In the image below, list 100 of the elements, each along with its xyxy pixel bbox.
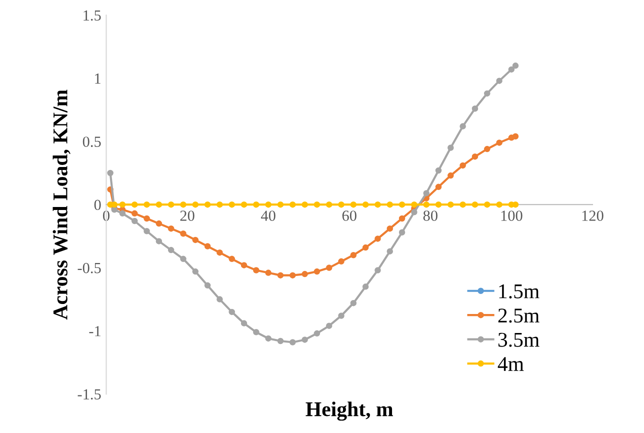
y-tick-label: 1.5 [84, 10, 101, 21]
point [290, 339, 296, 346]
point [277, 338, 284, 344]
x-tick-label: 20 [180, 210, 194, 221]
legend-label: 3.5m [498, 332, 540, 347]
point [496, 201, 502, 208]
x-tick-label: 0 [103, 210, 110, 221]
point [180, 201, 186, 208]
point [472, 153, 478, 160]
point [386, 248, 394, 254]
point [448, 172, 454, 179]
point [216, 296, 223, 302]
y-tick-label: -0.5 [78, 262, 101, 274]
point [435, 184, 442, 190]
point [253, 267, 260, 274]
point [111, 201, 118, 208]
point [386, 225, 394, 232]
x-axis-title: Height, m [306, 402, 393, 421]
y-axis-title: Across Wind Load, KN/m [52, 90, 70, 320]
point [484, 146, 490, 152]
point [362, 284, 369, 290]
point [277, 201, 284, 208]
point [374, 201, 381, 208]
y-tick-label: 1 [95, 74, 100, 84]
point [265, 335, 272, 342]
legend-label: 1.5m [499, 284, 540, 298]
point [228, 308, 235, 316]
point [374, 236, 381, 242]
point [326, 264, 332, 271]
x-tick-label: 60 [342, 210, 356, 221]
point [374, 267, 381, 274]
point [156, 201, 162, 208]
point [144, 201, 150, 208]
point [411, 201, 418, 208]
point [512, 133, 519, 140]
x-tick-label: 40 [260, 210, 276, 221]
point [398, 229, 406, 236]
point [156, 238, 162, 244]
point [398, 201, 406, 208]
point [386, 201, 394, 208]
point [180, 256, 186, 262]
point [240, 320, 248, 326]
point [156, 220, 162, 227]
point [107, 170, 114, 176]
point [435, 201, 442, 208]
point [411, 209, 418, 216]
point [460, 201, 466, 208]
point [484, 201, 490, 208]
point [290, 272, 296, 278]
point [350, 300, 357, 306]
x-tick-label: 100 [501, 210, 522, 221]
point [168, 201, 174, 208]
legend-label: 4m [498, 357, 524, 371]
point [326, 322, 332, 329]
point [144, 228, 150, 234]
point [512, 62, 519, 69]
point [265, 270, 272, 276]
point [228, 201, 235, 208]
point [460, 123, 466, 130]
point [472, 201, 478, 208]
y-tick-label: -1.5 [78, 389, 101, 400]
point [216, 249, 223, 256]
point [460, 162, 466, 169]
point [204, 282, 211, 289]
point [362, 244, 369, 251]
point [192, 236, 199, 244]
point [448, 201, 454, 208]
point [314, 268, 320, 275]
point [484, 90, 490, 97]
point [216, 201, 223, 208]
point [423, 201, 430, 208]
point [302, 201, 308, 208]
point [496, 140, 502, 146]
point [240, 262, 248, 268]
point [192, 201, 199, 208]
point [180, 230, 186, 237]
point [448, 144, 454, 151]
point [423, 190, 430, 196]
point [496, 78, 502, 84]
point [472, 105, 478, 112]
point [435, 167, 442, 174]
point [119, 210, 126, 217]
point [265, 201, 272, 208]
point [338, 312, 344, 319]
point [204, 243, 211, 250]
point [302, 270, 308, 278]
y-tick-label: -1 [89, 326, 100, 336]
x-tick-label: 80 [423, 210, 438, 221]
point [168, 246, 174, 254]
point [144, 215, 150, 222]
point [508, 66, 515, 73]
point [362, 201, 369, 208]
point [131, 201, 138, 208]
y-tick-label: 0 [94, 200, 101, 210]
y-tick-label: 0.5 [82, 136, 101, 147]
point [350, 252, 357, 258]
x-tick-label: 120 [582, 210, 604, 221]
point [350, 201, 357, 208]
point [277, 272, 284, 278]
point [131, 210, 138, 217]
